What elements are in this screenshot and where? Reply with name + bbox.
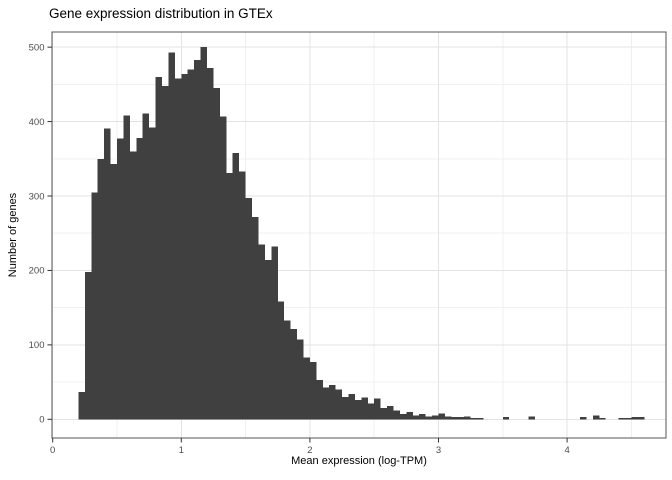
histogram-bar [618, 417, 625, 420]
histogram-bar [464, 416, 471, 420]
histogram-bar [502, 417, 510, 420]
histogram-bar [110, 164, 117, 420]
y-tick-label: 100 [29, 340, 45, 351]
x-tick-label: 4 [564, 445, 569, 456]
x-tick-label: 0 [50, 445, 55, 456]
histogram-bar [348, 393, 355, 420]
histogram-bar [354, 399, 362, 420]
histogram-bar [367, 403, 375, 420]
histogram-bar [470, 417, 478, 420]
histogram-bar [226, 172, 233, 420]
histogram-bar [97, 158, 105, 420]
panel-border [51, 31, 667, 439]
histogram-bar [329, 385, 336, 420]
histogram-bar [104, 128, 111, 420]
histogram-bar [528, 416, 535, 420]
histogram-bar [149, 127, 156, 420]
y-tick-label: 400 [29, 117, 45, 128]
histogram-bar [200, 47, 208, 420]
y-tick-label: 300 [29, 191, 45, 202]
x-tick-label: 1 [179, 445, 184, 456]
histogram-bar [316, 379, 323, 420]
y-tick-label: 200 [29, 266, 45, 277]
histogram-bar [342, 396, 349, 420]
histogram-bar [412, 415, 420, 420]
histogram-bar [284, 320, 291, 420]
histogram-bar [380, 408, 388, 420]
histogram-bar [457, 417, 465, 420]
histogram-bar [419, 414, 426, 420]
histogram-bar [599, 417, 606, 420]
histogram-bar [136, 137, 143, 420]
histogram-bar [187, 69, 195, 420]
histogram-bar [162, 85, 169, 420]
histogram-bar [374, 398, 381, 420]
histogram-bar [219, 116, 227, 420]
histogram-bar [438, 413, 445, 420]
histogram-bar [637, 417, 645, 420]
histogram-bar [406, 411, 413, 420]
histogram-bar [335, 389, 343, 420]
histogram-bar [232, 152, 240, 420]
histogram-bar [84, 271, 92, 420]
histogram-bar [451, 417, 458, 420]
histogram-bar [207, 67, 214, 420]
histogram-bar [393, 410, 400, 420]
histogram-bar [425, 416, 433, 420]
x-tick-label: 2 [307, 445, 312, 456]
histogram-bar [361, 397, 368, 420]
histogram-bar [592, 415, 600, 420]
histogram-bar [297, 339, 304, 420]
histogram-bar [579, 417, 587, 420]
y-tick-label: 0 [39, 415, 44, 426]
histogram-bar [303, 357, 310, 420]
histogram-bar [91, 192, 98, 420]
histogram-bar [277, 301, 285, 420]
histogram-bar [78, 391, 85, 420]
histogram-bar [258, 244, 265, 420]
histogram-bar [252, 216, 259, 420]
histogram-bar [142, 113, 150, 420]
histogram-bar [155, 76, 163, 420]
histogram-bar [129, 151, 137, 420]
histogram-bar [477, 417, 484, 420]
histogram-bar [290, 329, 298, 420]
histogram-bar [213, 88, 220, 420]
chart-title: Gene expression distribution in GTEx [49, 6, 273, 21]
histogram-bar [245, 198, 253, 420]
histogram-bar [444, 416, 452, 420]
histogram-bar [271, 246, 278, 420]
y-tick-label: 500 [29, 42, 45, 53]
histogram-bar [174, 78, 182, 420]
histogram-bar [631, 417, 638, 420]
histogram-bar [624, 417, 632, 420]
histogram-bar [117, 138, 124, 420]
histogram-bar [322, 387, 330, 420]
histogram-bar [239, 171, 246, 420]
histogram-bar [168, 52, 175, 420]
histogram-bar [264, 260, 272, 420]
histogram-bar [432, 415, 439, 420]
histogram-bar [387, 405, 394, 420]
x-tick-label: 3 [436, 445, 441, 456]
histogram-bar [399, 414, 407, 420]
histogram-bar [194, 59, 201, 420]
histogram-bar [181, 73, 188, 420]
histogram-bar [309, 361, 317, 420]
x-axis-title: Mean expression (log-TPM) [291, 455, 427, 467]
histogram-bar [123, 115, 130, 420]
